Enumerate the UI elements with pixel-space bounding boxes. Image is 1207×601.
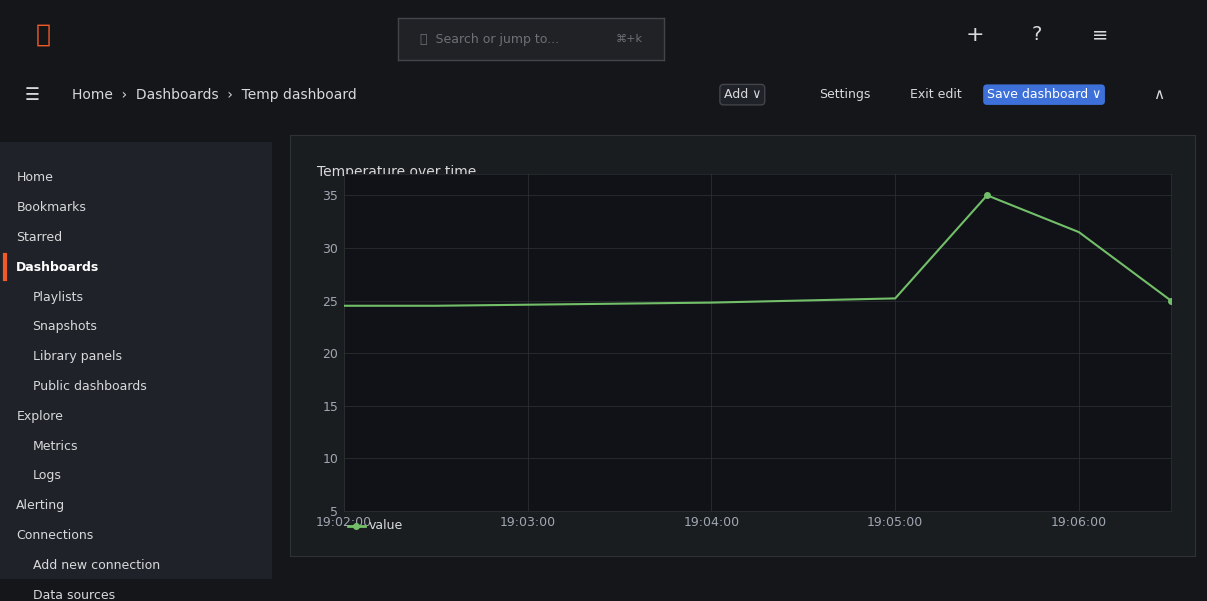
Text: ∧: ∧	[1153, 87, 1165, 102]
Text: Home: Home	[16, 171, 53, 185]
Text: Exit edit: Exit edit	[910, 88, 961, 101]
Text: Bookmarks: Bookmarks	[16, 201, 86, 214]
Text: Add ∨: Add ∨	[724, 88, 760, 101]
Text: +: +	[966, 25, 984, 44]
Text: Auto  ∨: Auto ∨	[1090, 153, 1136, 166]
Text: Temperature over time: Temperature over time	[316, 165, 476, 178]
Text: Library panels: Library panels	[33, 350, 122, 363]
Text: Metrics: Metrics	[33, 440, 78, 453]
Text: Home  ›  Dashboards  ›  Temp dashboard: Home › Dashboards › Temp dashboard	[72, 88, 357, 102]
Text: Logs: Logs	[33, 469, 62, 483]
Text: ⌘+k: ⌘+k	[616, 34, 643, 44]
Text: value: value	[369, 519, 403, 532]
Text: Data sources: Data sources	[33, 589, 115, 601]
Text: Playlists: Playlists	[33, 291, 83, 304]
Text: 🔥: 🔥	[36, 23, 51, 46]
Text: Public dashboards: Public dashboards	[33, 380, 146, 393]
Text: Explore: Explore	[16, 410, 63, 423]
Text: ?: ?	[1032, 25, 1043, 44]
Text: ≡: ≡	[1092, 25, 1109, 44]
Text: 🔍: 🔍	[899, 152, 908, 166]
Text: Snapshots: Snapshots	[33, 320, 98, 334]
Text: Alerting: Alerting	[16, 499, 65, 512]
Text: 🔍  Search or jump to...: 🔍 Search or jump to...	[420, 32, 559, 46]
Text: Starred: Starred	[16, 231, 63, 244]
Text: Save dashboard ∨: Save dashboard ∨	[987, 88, 1101, 101]
Text: 5s: 5s	[1024, 152, 1039, 166]
Text: Add new connection: Add new connection	[33, 559, 159, 572]
Text: ☰: ☰	[24, 86, 39, 103]
Text: ↺: ↺	[960, 150, 975, 168]
Text: Dashboards: Dashboards	[16, 261, 99, 274]
Text: Connections: Connections	[16, 529, 94, 542]
Text: 🕐  Last 5 minutes  ∨: 🕐 Last 5 minutes ∨	[695, 153, 820, 166]
Text: Settings: Settings	[820, 88, 870, 101]
